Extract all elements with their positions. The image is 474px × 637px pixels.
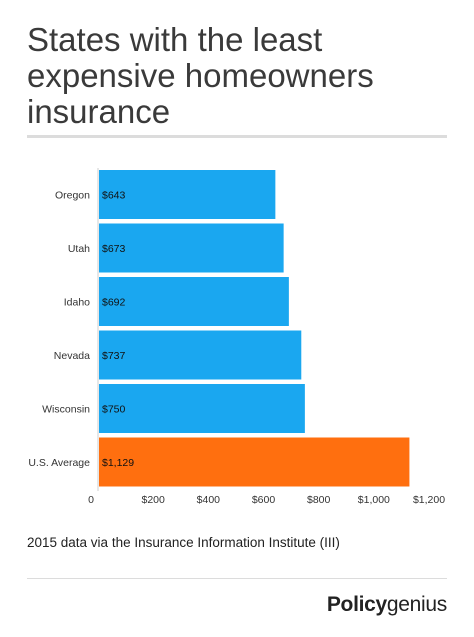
data-label: $750 [102,404,126,416]
bar [99,277,289,326]
bar [99,330,302,380]
data-label: $1,129 [102,457,134,469]
title-divider [27,135,447,138]
bar [99,384,305,433]
source-note: 2015 data via the Insurance Information … [27,535,340,550]
category-label: Wisconsin [42,404,90,416]
data-label: $737 [102,350,126,362]
chart-title: States with the least expensive homeowne… [27,21,374,130]
x-tick-label: $400 [197,494,221,506]
category-label: U.S. Average [28,457,90,469]
brand-logo: Policygenius [327,593,447,617]
bar [99,223,284,273]
bar-chart: Oregon $643 Utah $673 Idaho $692 Nevada $737 Wis… [28,168,445,506]
x-tick-label: $1,000 [358,494,390,506]
x-tick-label: $1,200 [413,494,445,506]
data-label: $643 [102,190,126,202]
bar [99,170,276,219]
data-label: $673 [102,243,126,255]
brand-logo-part2: genius [386,593,447,616]
footer-divider [27,578,447,579]
category-label: Utah [68,243,90,255]
category-label: Oregon [55,190,90,202]
x-tick-label: $800 [307,494,331,506]
x-tick-label: $600 [252,494,276,506]
category-label: Idaho [64,297,90,309]
x-tick-label: $200 [141,494,165,506]
category-label: Nevada [54,350,90,362]
brand-logo-part1: Policy [326,593,387,616]
data-label: $692 [102,297,126,309]
x-tick-label: 0 [88,494,94,506]
bar [99,437,410,487]
